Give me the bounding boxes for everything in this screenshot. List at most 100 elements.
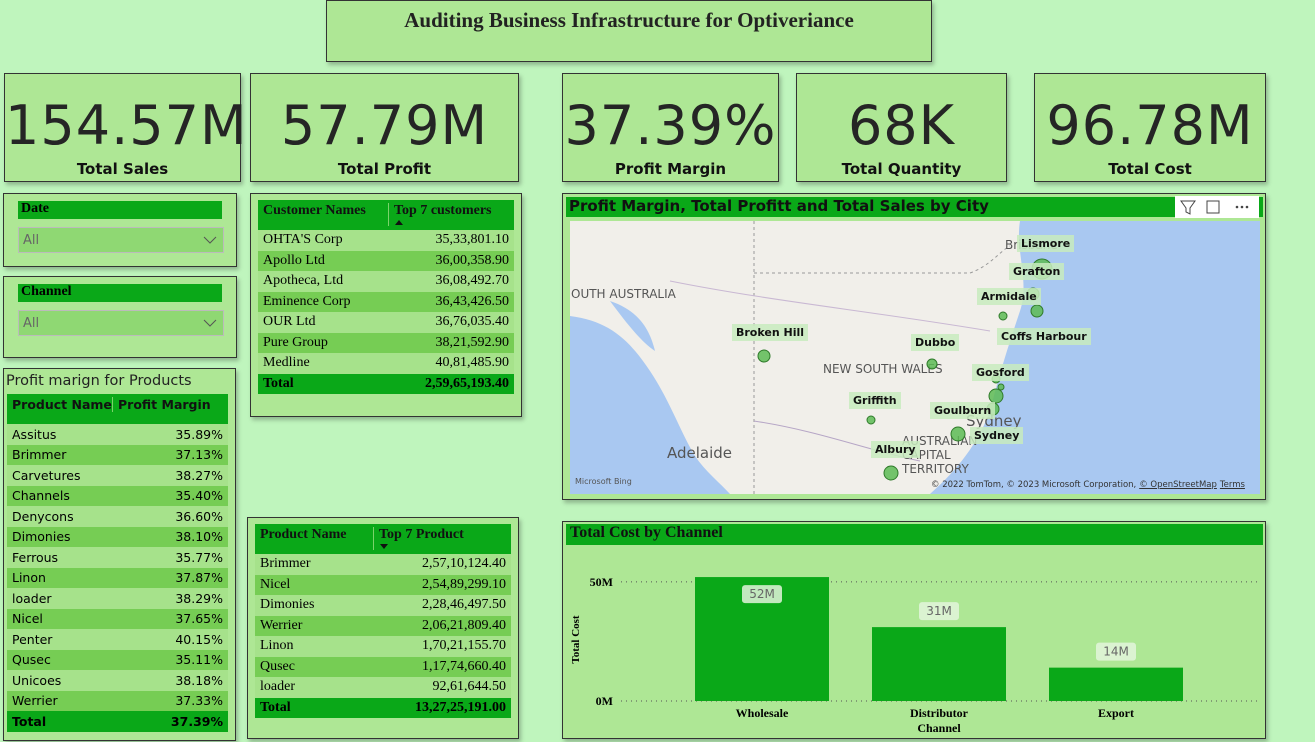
- attribution-part: Terms: [1219, 480, 1245, 490]
- table-cell: Pure Group: [263, 334, 328, 350]
- product-margin-table: Product Name Profit Margin Assitus 35.89% Br…: [7, 394, 228, 732]
- chart-panel: Total Cost by Channel 0M 50M Total Cost Cha…: [562, 521, 1266, 739]
- table-cell: 35.89%: [175, 426, 223, 442]
- total-cell: 13,27,25,191.00: [415, 699, 506, 715]
- visual-icons[interactable]: [1175, 196, 1259, 218]
- table-cell: 92,61,644.50: [432, 679, 507, 695]
- table-row: Qusec 35.11%: [7, 649, 228, 670]
- city-label: Coffs Harbour: [997, 328, 1091, 345]
- slicer-dropdown[interactable]: All: [18, 227, 224, 253]
- city-label: Lismore: [1017, 235, 1075, 252]
- page-title: Auditing Business Infrastructure for Opt…: [404, 8, 854, 32]
- city-bubble[interactable]: [998, 311, 1008, 321]
- table-cell: OHTA'S Corp: [263, 232, 343, 248]
- table-cell: Brimmer: [260, 556, 311, 572]
- table-cell: Apollo Ltd: [263, 252, 325, 268]
- data-label-bg: [742, 585, 782, 604]
- city-label: Grafton: [1009, 263, 1065, 280]
- data-label: 31M: [926, 604, 952, 618]
- city-bubble[interactable]: [997, 383, 1005, 391]
- slicer-dropdown[interactable]: All: [18, 310, 224, 336]
- city-bubble[interactable]: [757, 349, 771, 363]
- x-tick-label: Wholesale: [736, 706, 789, 720]
- city-bubble[interactable]: [950, 426, 966, 442]
- table-cell: 37.13%: [175, 447, 223, 463]
- kpi-label: Total Profit: [337, 160, 432, 178]
- data-label-bg: [919, 602, 959, 621]
- table-row: Werrier 2,06,21,809.40: [255, 615, 511, 636]
- data-label: 14M: [1103, 645, 1129, 659]
- table-cell: Linon: [12, 570, 46, 586]
- table-cell: Qusec: [12, 652, 51, 668]
- city-bubble[interactable]: [1030, 304, 1044, 318]
- header-row: Customer Names Top 7 customers: [258, 200, 514, 230]
- y-tick-label: 0M: [596, 694, 613, 708]
- bar: [872, 627, 1006, 701]
- column-header[interactable]: Profit Margin: [112, 397, 228, 412]
- table-row: Qusec 1,17,74,660.40: [255, 656, 511, 677]
- city-label: Griffith: [849, 392, 901, 409]
- map-title: Profit Margin, Total Profitt and Total S…: [566, 197, 1263, 217]
- attribution: © 2022 TomTom, © 2023 Microsoft Corporat…: [931, 480, 1245, 490]
- slicer-title: Channel: [18, 284, 222, 302]
- kpi-value: 96.78M: [1046, 94, 1254, 157]
- table-row: Unicoes 38.18%: [7, 670, 228, 691]
- kpi-label: Total Cost: [1108, 160, 1192, 178]
- table-cell: 40,81,485.90: [435, 355, 510, 371]
- table-row: loader 38.29%: [7, 588, 228, 609]
- table-cell: 2,06,21,809.40: [422, 617, 506, 633]
- table-row: Pure Group 38,21,592.90: [258, 332, 514, 353]
- table-cell: 38,21,592.90: [435, 334, 510, 350]
- table-cell: Qusec: [260, 658, 295, 674]
- table-row: Penter 40.15%: [7, 629, 228, 650]
- table-cell: 35.40%: [175, 488, 223, 504]
- table-row: Nicel 37.65%: [7, 608, 228, 629]
- column-header[interactable]: Product Name: [260, 527, 347, 542]
- kpi-value: 154.57M: [5, 94, 248, 157]
- table-cell: Brimmer: [12, 447, 67, 463]
- total-row: Total 37.39%: [7, 711, 228, 732]
- column-header[interactable]: Customer Names: [263, 203, 366, 218]
- map-panel: Profit Margin, Total Profitt and Total S…: [562, 193, 1266, 500]
- table-cell: 35,33,801.10: [435, 232, 510, 248]
- total-cell: 2,59,65,193.40: [425, 375, 509, 391]
- y-tick-label: 50M: [590, 575, 613, 589]
- table-cell: 36.60%: [175, 508, 223, 524]
- city-bubble[interactable]: [866, 415, 876, 425]
- table-row: Werrier 37.33%: [7, 690, 228, 711]
- city-bubble[interactable]: [883, 465, 899, 481]
- city-bubble[interactable]: [926, 358, 938, 370]
- header-row: Product Name Top 7 Product: [255, 524, 511, 554]
- table-row: Eminence Corp 36,43,426.50: [258, 291, 514, 312]
- city-label: Gosford: [972, 364, 1029, 381]
- table-row: Linon 37.87%: [7, 567, 228, 588]
- table-row: Brimmer 2,57,10,124.40: [255, 554, 511, 575]
- chevron: [203, 236, 217, 244]
- table-cell: Linon: [260, 638, 294, 654]
- table-cell: Denycons: [12, 508, 74, 524]
- city-label: Dubbo: [911, 334, 960, 351]
- table-cell: 40.15%: [175, 631, 223, 647]
- column-header[interactable]: Top 7 customers: [388, 203, 514, 226]
- table-row: Assitus 35.89%: [7, 424, 228, 445]
- chart-title: Total Cost by Channel: [566, 524, 1263, 545]
- table-cell: 37.65%: [175, 611, 223, 627]
- table-cell: 38.10%: [175, 529, 223, 545]
- table-cell: 38.29%: [175, 590, 223, 606]
- column-header[interactable]: Top 7 Product: [373, 527, 511, 550]
- x-tick-label: Distributor: [910, 706, 969, 720]
- kpi-card: 57.79M Total Profit: [250, 73, 519, 182]
- attribution-part: © 2022 TomTom, © 2023 Microsoft Corporat…: [931, 480, 1137, 490]
- total-cell: Total: [260, 699, 291, 715]
- city-bubble[interactable]: [988, 388, 1004, 404]
- table-cell: Assitus: [12, 426, 57, 442]
- total-cell: 37.39%: [170, 713, 223, 729]
- table-row: OHTA'S Corp 35,33,801.10: [258, 230, 514, 251]
- column-header[interactable]: Product Name: [12, 397, 112, 412]
- region-label: Adelaide: [667, 444, 733, 462]
- total-cell: Total: [263, 375, 294, 391]
- table-cell: Apotheca, Ltd: [263, 273, 344, 289]
- table-cell: loader: [260, 679, 295, 695]
- x-axis-title: Channel: [917, 721, 961, 735]
